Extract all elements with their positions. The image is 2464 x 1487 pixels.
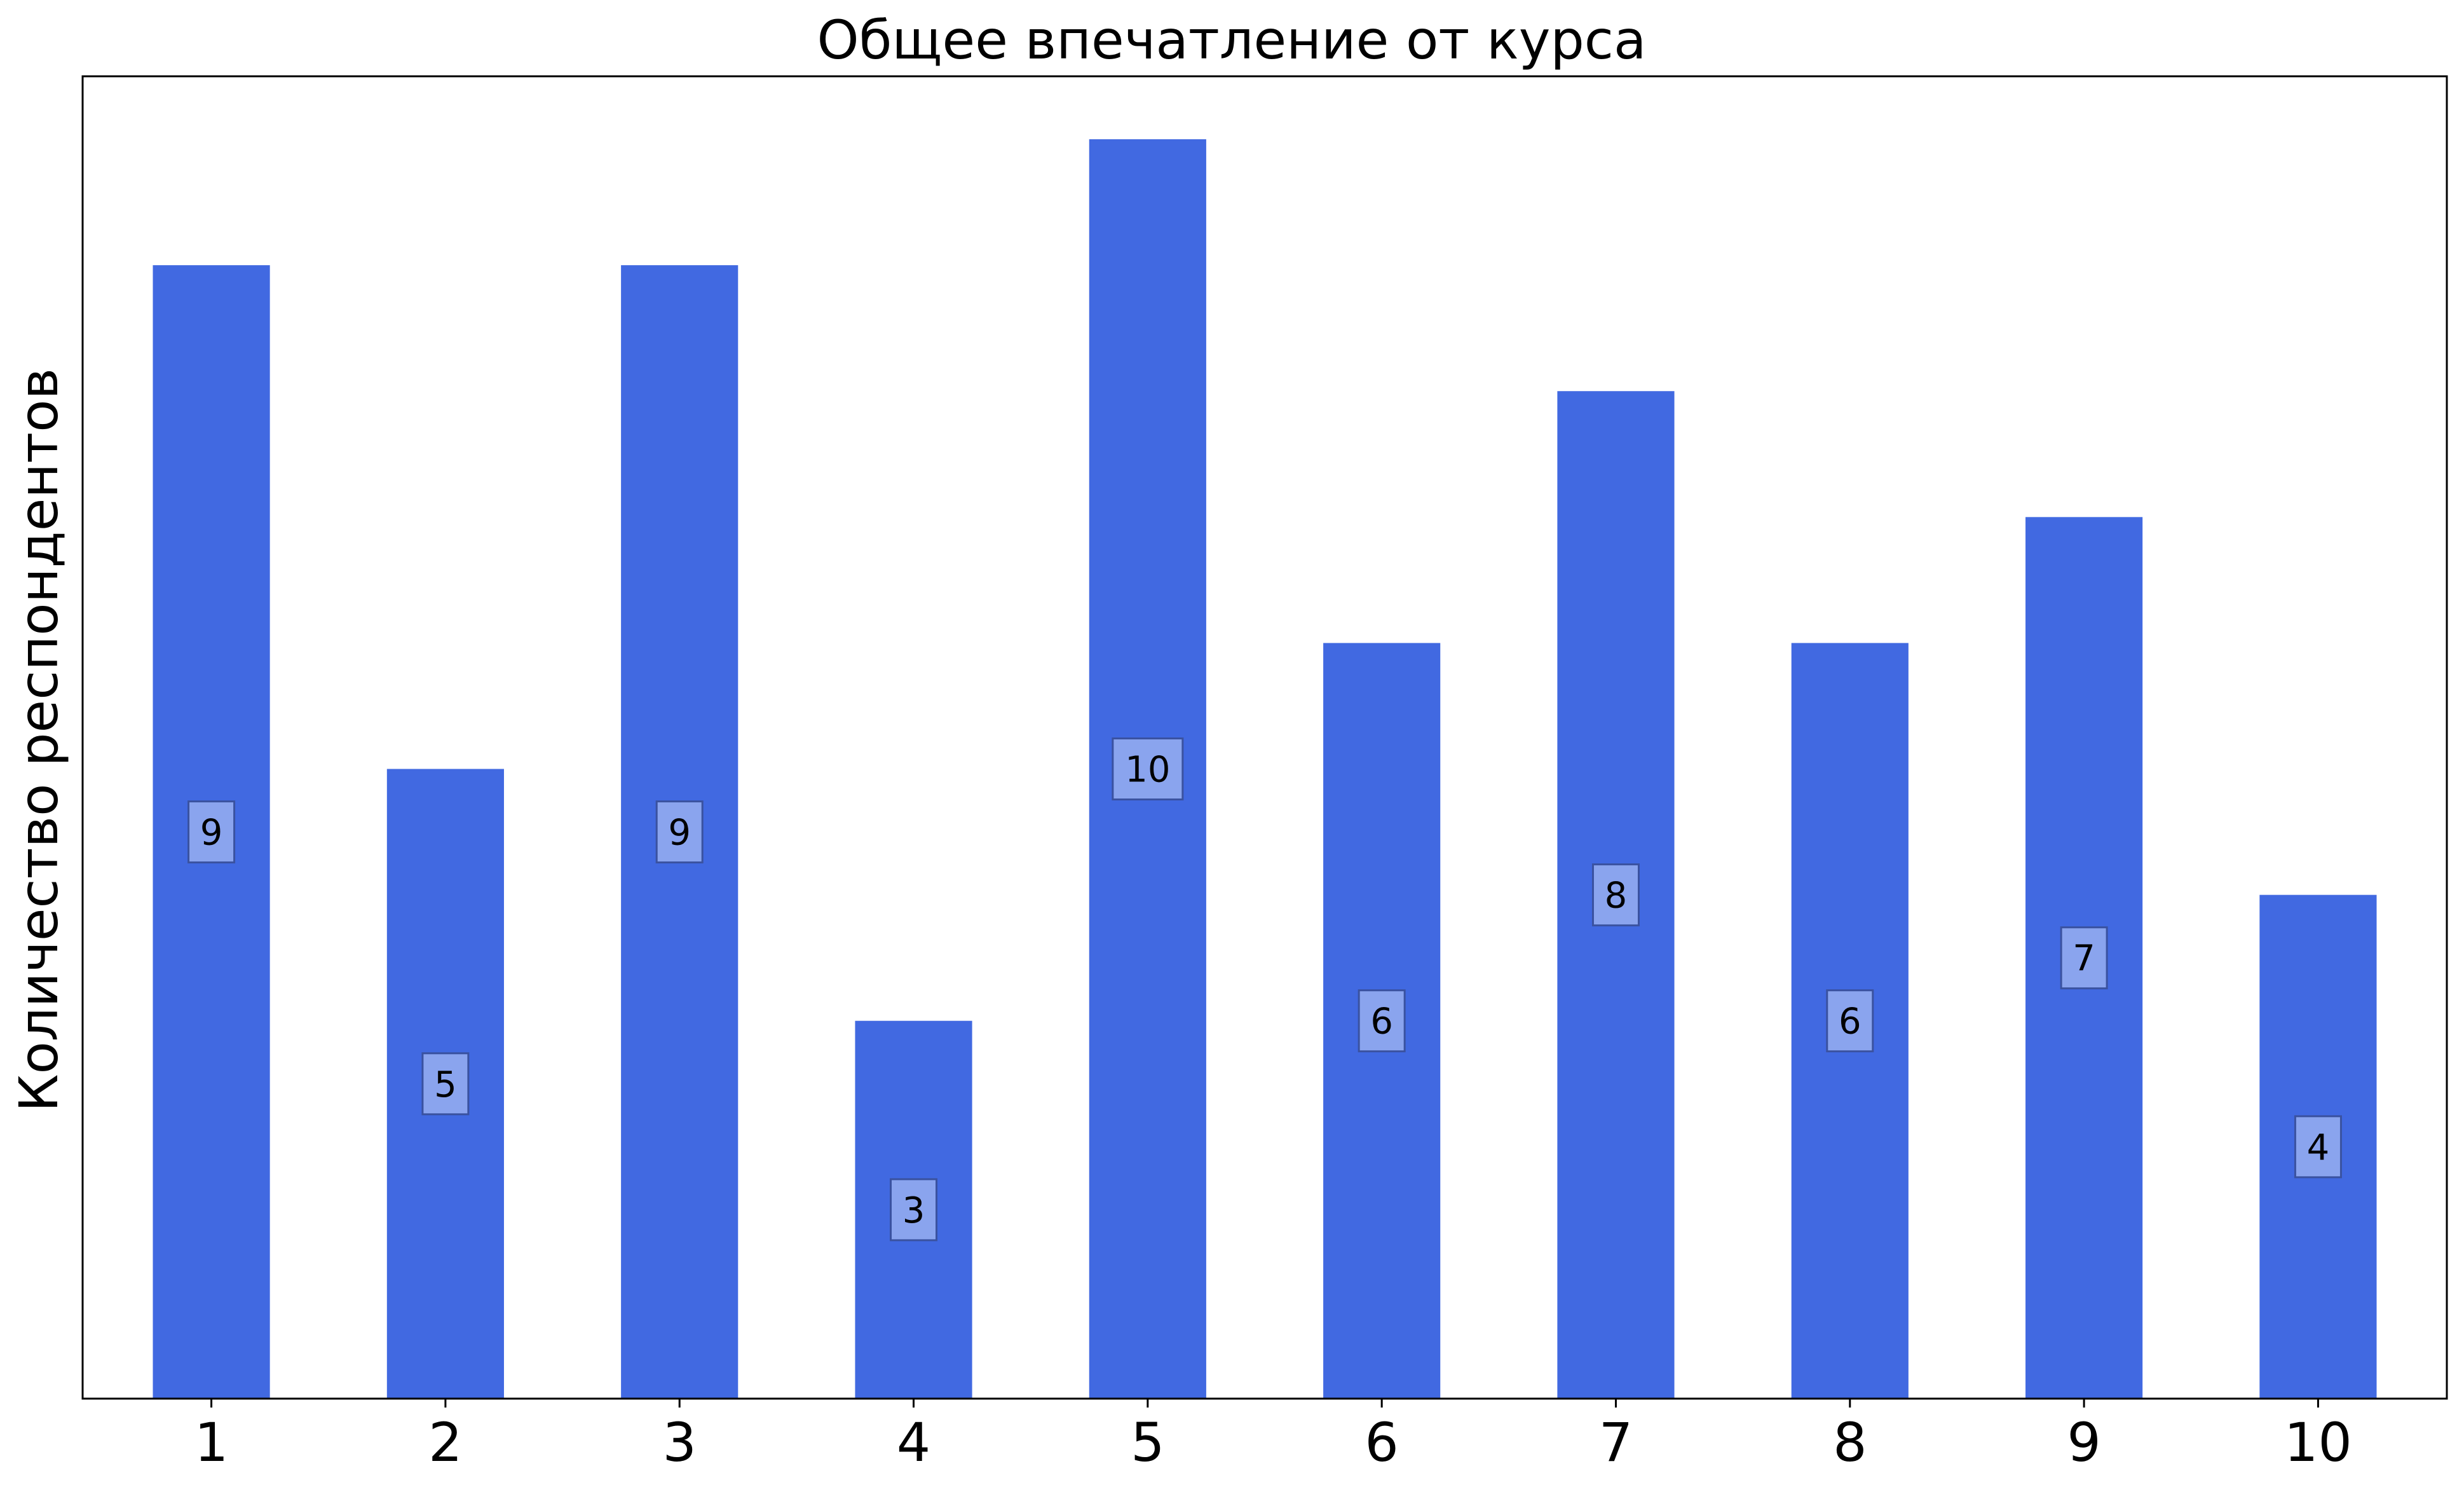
plot-frame [81,75,2448,1400]
bars-layer [153,139,2377,1399]
y-axis-label: Количество респондентов [8,368,70,1112]
data-label: 6 [1370,1001,1393,1043]
x-tick-label: 2 [428,1411,462,1474]
chart-title: Общее впечатление от курса [817,9,1647,71]
data-label: 10 [1125,750,1170,791]
data-label-box [1358,989,1406,1053]
data-label: 4 [2307,1127,2330,1168]
data-label: 7 [2073,938,2095,980]
data-label-box [1826,989,1874,1053]
x-tick-label: 10 [2284,1411,2352,1474]
data-label-box [890,1178,938,1242]
data-label-box [187,800,236,864]
x-tick-label: 1 [194,1411,228,1474]
data-label-box [2060,926,2108,990]
data-label-box [1112,737,1184,801]
data-labels-layer: 9 5 9 3 10 6 8 6 7 4 [187,737,2342,1242]
x-tick-label: 9 [2067,1411,2100,1474]
data-label-box [655,800,704,864]
data-label: 9 [668,812,691,854]
data-label: 9 [200,812,223,854]
x-tick-label: 6 [1365,1411,1398,1474]
data-label-box [2294,1115,2342,1179]
data-label: 3 [902,1190,925,1231]
data-label: 6 [1839,1001,1862,1043]
data-label: 8 [1605,875,1628,917]
data-label: 5 [434,1064,457,1106]
x-tick-label: 7 [1599,1411,1633,1474]
x-tick-label: 4 [897,1411,930,1474]
x-ticks-layer: 1 2 3 4 5 6 7 8 9 10 [194,1399,2352,1474]
data-label-box [1591,863,1640,927]
x-tick-label: 8 [1833,1411,1867,1474]
data-label-box [421,1052,470,1116]
x-tick-label: 3 [662,1411,696,1474]
x-tick-label: 5 [1131,1411,1164,1474]
